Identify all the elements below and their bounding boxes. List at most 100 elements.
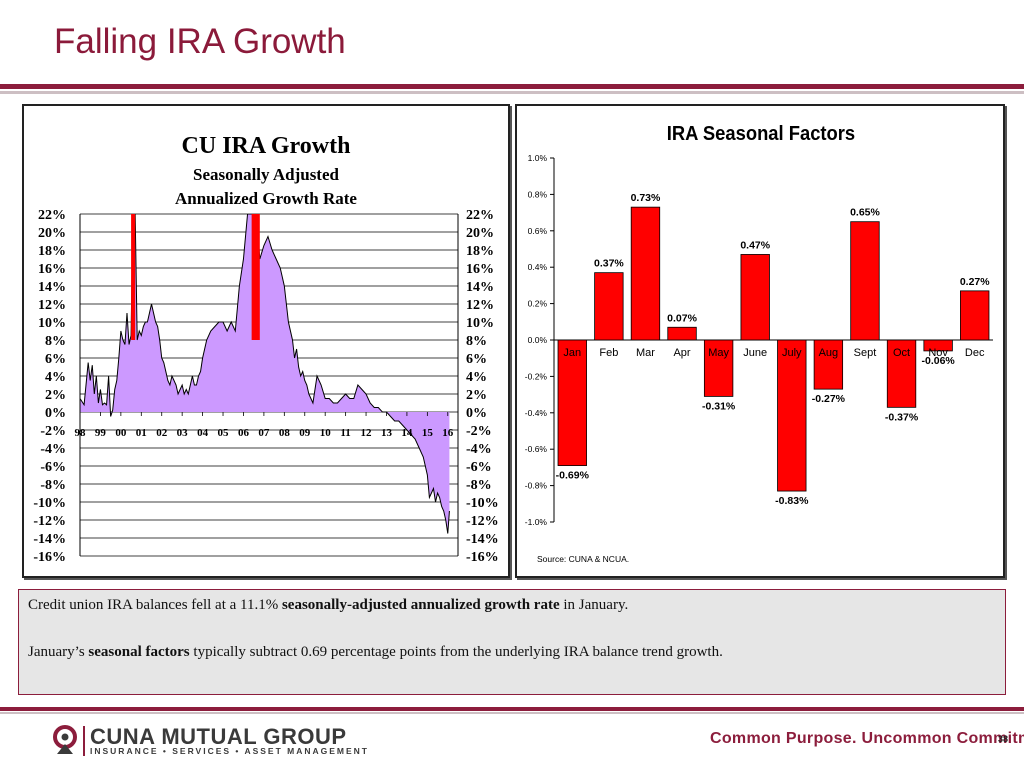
growth-line bbox=[80, 214, 450, 534]
y-tick-label: 0.2% bbox=[528, 299, 548, 309]
y-tick-label-right: -14% bbox=[466, 532, 499, 547]
y-tick-label-left: 4% bbox=[45, 370, 66, 385]
y-tick-label: 1.0% bbox=[528, 153, 548, 163]
y-tick-label-right: 10% bbox=[466, 316, 494, 331]
logo-divider bbox=[83, 726, 85, 756]
y-tick-label: 0.4% bbox=[528, 262, 548, 272]
y-tick-label: -0.6% bbox=[525, 444, 548, 454]
x-category-label: Apr bbox=[673, 347, 690, 359]
data-label: -0.83% bbox=[775, 495, 809, 507]
y-tick-label: -0.2% bbox=[525, 371, 548, 381]
y-tick-label-right: 2% bbox=[466, 388, 487, 403]
off-scale-bar bbox=[251, 214, 260, 340]
data-label: 0.65% bbox=[850, 207, 880, 219]
data-label: -0.27% bbox=[812, 393, 846, 405]
seasonal-factors-chart: IRA Seasonal Factors 1.0% 0.8% 0.6% 0.4% 0.2… bbox=[525, 123, 993, 564]
caption-1-text-end: in January. bbox=[559, 597, 629, 613]
y-tick-label-left: -14% bbox=[33, 532, 66, 547]
seasonal-factors-chart-panel: IRA Seasonal Factors 1.0% 0.8% 0.6% 0.4% 0.2… bbox=[515, 104, 1005, 578]
y-tick-label-left: 16% bbox=[38, 262, 66, 277]
company-tagline: Common Purpose. Uncommon Commitment. bbox=[710, 730, 1024, 747]
chart-title: CU IRA Growth bbox=[182, 133, 351, 159]
caption-2-bold: seasonal factors bbox=[88, 644, 190, 660]
y-tick-label: 0.6% bbox=[528, 226, 548, 236]
caption-line-2: January’s seasonal factors typically sub… bbox=[28, 644, 723, 661]
y-tick-label-left: -16% bbox=[33, 550, 66, 565]
y-tick-label-left: 6% bbox=[45, 352, 66, 367]
x-category-label: May bbox=[708, 347, 729, 359]
off-scale-bar bbox=[131, 214, 136, 340]
bar bbox=[630, 206, 661, 341]
data-label: 0.47% bbox=[740, 239, 770, 251]
data-label: -0.31% bbox=[702, 400, 736, 412]
x-tick-label: 98 bbox=[75, 427, 87, 439]
caption-2-text-end: typically subtract 0.69 percentage point… bbox=[189, 644, 723, 660]
y-tick-label-right: -6% bbox=[466, 460, 492, 475]
y-tick-label-right: -2% bbox=[466, 424, 492, 439]
x-tick-label: 15 bbox=[422, 427, 434, 439]
x-tick-label: 14 bbox=[401, 427, 413, 439]
bar bbox=[740, 254, 770, 341]
data-label: 0.73% bbox=[631, 192, 661, 204]
y-tick-label-right: 0% bbox=[466, 406, 487, 421]
y-tick-label-right: 4% bbox=[466, 370, 487, 385]
chart-title: IRA Seasonal Factors bbox=[667, 123, 855, 145]
x-tick-label: 01 bbox=[136, 427, 147, 439]
slide-title: Falling IRA Growth bbox=[54, 22, 346, 61]
data-label: -0.69% bbox=[556, 470, 590, 482]
header-divider-secondary bbox=[0, 91, 1024, 94]
y-tick-label-left: 0% bbox=[45, 406, 66, 421]
x-tick-label: 05 bbox=[218, 427, 230, 439]
ira-growth-chart: CU IRA Growth Seasonally Adjusted Annual… bbox=[33, 133, 499, 565]
x-tick-label: 00 bbox=[115, 427, 127, 439]
header-divider bbox=[0, 84, 1024, 89]
bar bbox=[703, 339, 734, 397]
y-tick-label-right: 16% bbox=[466, 262, 494, 277]
company-name: CUNA MUTUAL GROUP bbox=[90, 724, 347, 749]
data-label: -0.06% bbox=[921, 355, 955, 367]
y-tick-label-right: 18% bbox=[466, 244, 494, 259]
caption-line-1: Credit union IRA balances fell at a 11.1… bbox=[28, 597, 628, 614]
x-tick-label: 10 bbox=[320, 427, 332, 439]
y-tick-label-left: 12% bbox=[38, 298, 66, 313]
y-tick-label-left: -4% bbox=[40, 442, 66, 457]
x-category-label: Oct bbox=[893, 347, 910, 359]
caption-1-text: Credit union IRA balances fell at a 11.1… bbox=[28, 597, 282, 613]
x-tick-label: 08 bbox=[279, 427, 291, 439]
y-tick-label-right: -10% bbox=[466, 496, 499, 511]
bar bbox=[850, 221, 880, 341]
x-category-label: Mar bbox=[636, 347, 655, 359]
x-tick-label: 06 bbox=[238, 427, 250, 439]
x-tick-label: 04 bbox=[197, 427, 209, 439]
x-tick-label: 13 bbox=[381, 427, 393, 439]
y-tick-label-left: 8% bbox=[45, 334, 66, 349]
y-tick-label: -1.0% bbox=[525, 517, 548, 527]
x-category-label: June bbox=[743, 347, 767, 359]
bar bbox=[886, 339, 917, 408]
ira-growth-chart-panel: CU IRA Growth Seasonally Adjusted Annual… bbox=[22, 104, 510, 578]
y-tick-label-left: -2% bbox=[40, 424, 66, 439]
y-tick-label: 0.0% bbox=[528, 335, 548, 345]
y-tick-label-right: 12% bbox=[466, 298, 494, 313]
x-category-label: Aug bbox=[819, 347, 839, 359]
y-tick-label-right: -8% bbox=[466, 478, 492, 493]
x-tick-label: 16 bbox=[442, 427, 454, 439]
x-tick-label: 11 bbox=[340, 427, 350, 439]
x-category-label: Nov bbox=[928, 347, 948, 359]
bar bbox=[557, 339, 587, 466]
y-tick-label: -0.4% bbox=[525, 408, 548, 418]
y-tick-label-right: -16% bbox=[466, 550, 499, 565]
data-label: 0.07% bbox=[667, 312, 697, 324]
y-tick-label-left: 18% bbox=[38, 244, 66, 259]
y-tick-label-left: -12% bbox=[33, 514, 66, 529]
bar bbox=[923, 339, 953, 352]
caption-2-text: January’s bbox=[28, 644, 89, 660]
bar bbox=[594, 272, 624, 341]
footer-divider-secondary bbox=[0, 712, 1024, 714]
x-tick-label: 99 bbox=[95, 427, 107, 439]
y-tick-label-right: 6% bbox=[466, 352, 487, 367]
bar bbox=[960, 290, 990, 341]
bar bbox=[667, 326, 697, 341]
x-category-label: Dec bbox=[965, 347, 985, 359]
y-tick-label-right: 20% bbox=[466, 226, 494, 241]
